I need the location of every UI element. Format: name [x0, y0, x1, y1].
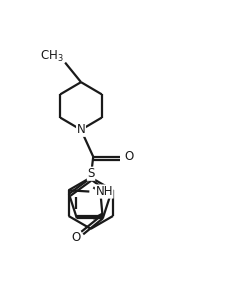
- Text: O: O: [124, 150, 133, 163]
- Text: O: O: [71, 232, 81, 245]
- Text: N: N: [76, 123, 86, 136]
- Text: NH: NH: [96, 185, 113, 198]
- Text: CH$_3$: CH$_3$: [40, 49, 64, 64]
- Text: S: S: [88, 167, 95, 180]
